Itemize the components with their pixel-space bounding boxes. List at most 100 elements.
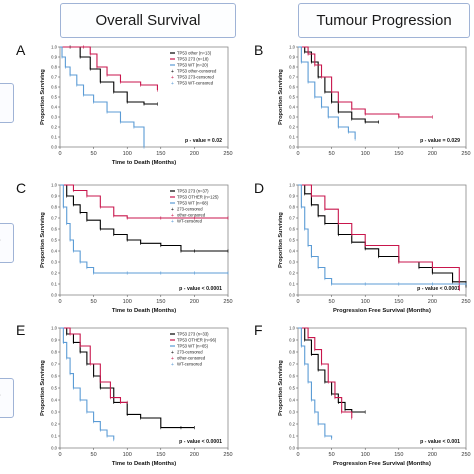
xtick-label-d-5: 250 <box>461 299 470 305</box>
xtick-label-a-1: 50 <box>91 151 97 157</box>
ytick-label-a-5: 0.5 <box>51 95 57 100</box>
row-tab-3-label: - <box>0 389 1 401</box>
xtick-label-a-5: 250 <box>223 151 232 157</box>
ytick-label-b-1: 0.1 <box>289 135 295 140</box>
xtick-label-c-4: 200 <box>190 299 199 305</box>
ytick-label-e-4: 0.4 <box>51 398 57 403</box>
panel-letter-a: A <box>16 42 26 58</box>
xtick-label-d-2: 100 <box>361 299 370 305</box>
xtick-label-e-3: 150 <box>156 452 165 458</box>
ytick-label-a-10: 1.0 <box>51 45 57 50</box>
series-line-c-1 <box>60 184 228 219</box>
legend-label-a-2: TP53 WT (n=20) <box>177 63 209 68</box>
ylabel-e: Proportion Surviving <box>40 360 46 416</box>
ytick-label-c-0: 0.0 <box>51 293 57 298</box>
ytick-label-a-7: 0.7 <box>51 75 57 80</box>
row-tab-1 <box>0 83 14 123</box>
xlabel-a: Time to Death (Months) <box>112 160 176 166</box>
ytick-label-d-10: 1.0 <box>289 183 295 188</box>
legend-label-a-3: TP53 other-censored <box>177 69 217 74</box>
ytick-label-f-0: 0.0 <box>289 446 295 451</box>
ytick-label-a-2: 0.2 <box>51 125 57 130</box>
pvalue-c: p - value < 0.0001 <box>179 286 222 292</box>
plot-frame-b <box>297 46 467 148</box>
ytick-label-e-5: 0.5 <box>51 386 57 391</box>
legend-label-a-0: TP53 other (n=13) <box>177 51 212 56</box>
legend-censor-c-3: + <box>171 207 174 213</box>
xtick-label-f-3: 150 <box>394 452 403 458</box>
ytick-label-c-8: 0.8 <box>51 205 57 210</box>
xtick-label-d-0: 0 <box>296 299 299 305</box>
xtick-label-c-2: 100 <box>123 299 132 305</box>
xtick-label-a-2: 100 <box>123 151 132 157</box>
panel-c: 0.0 0.1 0.2 0.3 0.4 0.5 0.6 0.7 0.8 0.9 1.0 0 50 100 1… <box>40 183 233 315</box>
ytick-label-c-7: 0.7 <box>51 216 57 221</box>
ytick-label-e-9: 0.9 <box>51 338 57 343</box>
xtick-label-a-4: 200 <box>190 151 199 157</box>
xtick-label-b-5: 250 <box>461 151 470 157</box>
ytick-label-a-0: 0.0 <box>51 145 57 150</box>
ytick-label-a-1: 0.1 <box>51 135 57 140</box>
ytick-label-f-3: 0.3 <box>289 410 295 415</box>
legend-label-c-0: TP53 273 (n=37) <box>177 189 209 194</box>
legend-censor-e-3: + <box>171 350 174 356</box>
legend-label-e-4: other-censored <box>177 356 206 361</box>
panel-e: 0.0 0.1 0.2 0.3 0.4 0.5 0.6 0.7 0.8 0.9 1.0 0 50 100 1… <box>40 326 233 468</box>
ytick-label-d-6: 0.6 <box>289 227 295 232</box>
legend-label-c-5: WT-censored <box>177 219 203 224</box>
xtick-label-c-0: 0 <box>58 299 61 305</box>
ytick-label-c-5: 0.5 <box>51 238 57 243</box>
xtick-label-d-4: 200 <box>428 299 437 305</box>
ytick-label-e-2: 0.2 <box>51 422 57 427</box>
xtick-label-e-2: 100 <box>123 452 132 458</box>
xlabel-c: Time to Death (Months) <box>112 308 176 314</box>
xtick-label-e-1: 50 <box>91 452 97 458</box>
ytick-label-d-8: 0.8 <box>289 205 295 210</box>
legend-censor-a-4: + <box>171 75 174 81</box>
ytick-label-e-10: 1.0 <box>51 326 57 331</box>
ytick-label-e-8: 0.8 <box>51 350 57 355</box>
panel-f: 0.0 0.1 0.2 0.3 0.4 0.5 0.6 0.7 0.8 0.9 1.0 0 50 100 1… <box>278 326 471 468</box>
ytick-label-c-6: 0.6 <box>51 227 57 232</box>
xtick-label-a-3: 150 <box>156 151 165 157</box>
ylabel-c: Proportion Surviving <box>40 212 46 268</box>
xtick-label-e-0: 0 <box>58 452 61 458</box>
ytick-label-b-2: 0.2 <box>289 125 295 130</box>
ytick-label-b-6: 0.6 <box>289 85 295 90</box>
xtick-label-e-5: 250 <box>223 452 232 458</box>
ylabel-f: Proportion Surviving <box>278 360 284 416</box>
ytick-label-c-9: 0.9 <box>51 194 57 199</box>
xtick-label-f-4: 200 <box>428 452 437 458</box>
ytick-label-d-3: 0.3 <box>289 260 295 265</box>
series-line-c-0 <box>60 184 228 252</box>
legend-censor-a-3: + <box>171 69 174 75</box>
xtick-label-c-5: 250 <box>223 299 232 305</box>
ytick-label-d-1: 0.1 <box>289 282 295 287</box>
panel-letter-e: E <box>16 322 26 338</box>
ytick-label-f-7: 0.7 <box>289 362 295 367</box>
xtick-label-f-5: 250 <box>461 452 470 458</box>
ytick-label-b-9: 0.9 <box>289 55 295 60</box>
ytick-label-c-3: 0.3 <box>51 260 57 265</box>
xtick-label-c-3: 150 <box>156 299 165 305</box>
ytick-label-c-4: 0.4 <box>51 249 57 254</box>
ytick-label-b-0: 0.0 <box>289 145 295 150</box>
ytick-label-f-2: 0.2 <box>289 422 295 427</box>
legend-label-c-4: other-censored <box>177 213 206 218</box>
header-tumour-progression: Tumour Progression <box>298 3 470 38</box>
ylabel-a: Proportion Surviving <box>40 69 46 125</box>
legend-a: TP53 other (n=13)TP53 273 (n=18)TP53 WT … <box>170 51 217 87</box>
xtick-label-a-0: 0 <box>58 151 61 157</box>
ytick-label-d-0: 0.0 <box>289 293 295 298</box>
ytick-label-b-4: 0.4 <box>289 105 295 110</box>
xtick-label-b-4: 200 <box>428 151 437 157</box>
series-line-b-1 <box>298 46 433 118</box>
xtick-label-d-1: 50 <box>329 299 335 305</box>
legend-censor-c-4: + <box>171 213 174 219</box>
ytick-label-b-5: 0.5 <box>289 95 295 100</box>
panel-b: 0.0 0.1 0.2 0.3 0.4 0.5 0.6 0.7 0.8 0.9 1.0 0 50 100 1… <box>278 45 471 158</box>
series-line-b-0 <box>298 46 379 123</box>
plot-frame-d <box>297 184 467 296</box>
ytick-label-a-9: 0.9 <box>51 55 57 60</box>
